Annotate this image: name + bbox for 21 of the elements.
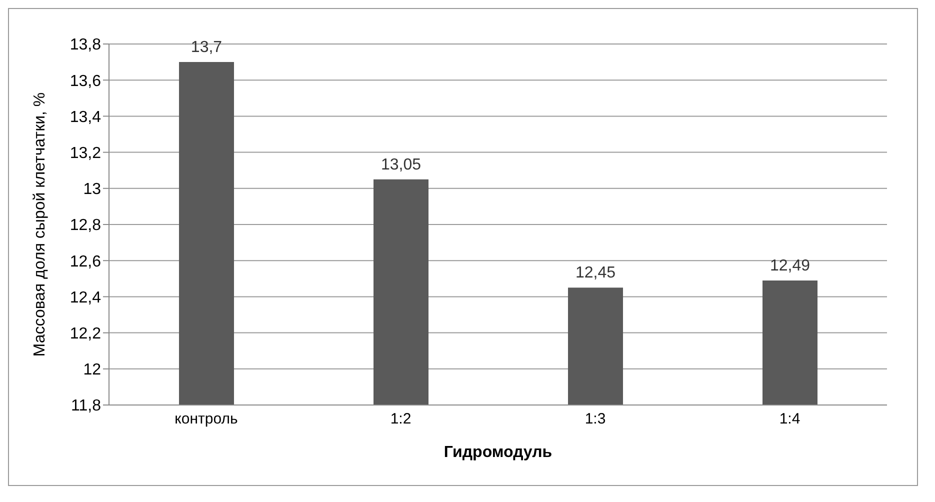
y-tick-label: 13,8 [70,36,102,54]
y-tick-label: 13 [83,181,102,198]
data-label: 13,05 [380,156,422,174]
y-tick-label: 13,4 [70,108,102,126]
y-tick-label: 12,8 [70,217,102,234]
x-tick-label: 1:2 [390,410,412,428]
y-tick-label: 12,4 [70,289,102,306]
data-label: 12,45 [575,264,616,282]
x-axis-title: Гидромодуль [444,444,552,461]
y-tick-label: 11,8 [71,398,102,415]
y-tick-label: 13,6 [70,72,102,90]
y-tick-label: 12,2 [70,325,102,342]
y-axis-title: Массовая доля сырой клетчатки, % [32,92,49,357]
x-tick-label: 1:3 [584,410,606,428]
data-label: 12,49 [770,257,810,274]
x-tick-label: 1:4 [779,410,800,428]
y-tick-label: 13,2 [70,144,102,162]
data-label: 13,7 [190,39,222,56]
x-tick-label: контроль [174,410,238,428]
y-tick-label: 12 [83,362,102,379]
y-tick-label: 12,6 [70,253,102,270]
